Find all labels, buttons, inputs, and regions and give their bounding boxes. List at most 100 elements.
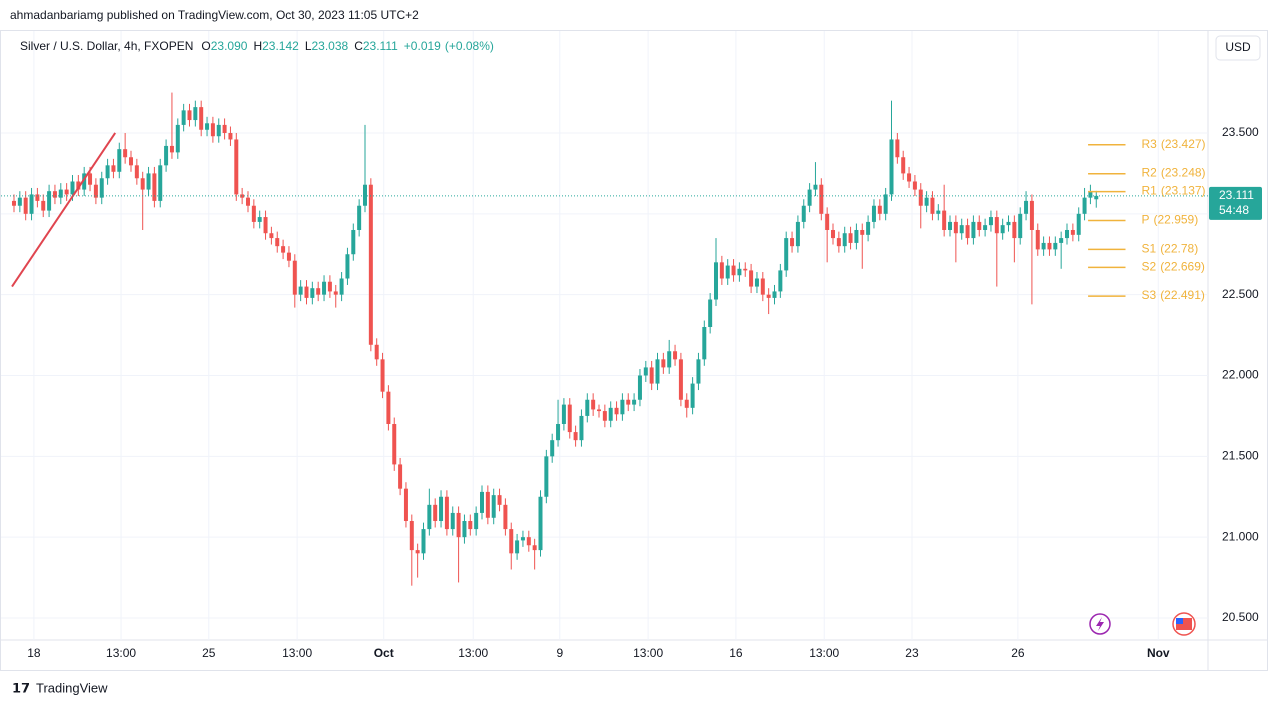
candle-body	[152, 173, 157, 201]
candle-body	[474, 512, 479, 530]
pivot-label: R1 (23.137)	[1142, 184, 1206, 198]
currency-button[interactable]	[1215, 35, 1261, 61]
candle-body	[567, 404, 572, 433]
candle-body	[403, 488, 408, 522]
candle-body	[275, 238, 280, 247]
candle-body	[661, 359, 666, 368]
candle-body	[778, 270, 783, 292]
currency[interactable]: USD	[1225, 40, 1251, 54]
candle-body	[690, 383, 695, 408]
candle-body	[637, 375, 642, 400]
pivot-name: S3	[1142, 288, 1157, 302]
candle-body	[1070, 229, 1075, 235]
pivot-name: R3	[1142, 137, 1158, 151]
candle-body	[485, 491, 490, 518]
pivot-name: R2	[1142, 166, 1158, 180]
candle-body	[380, 359, 385, 392]
candle-body	[263, 217, 268, 234]
candle-body	[585, 399, 590, 416]
legend-field-label: H	[253, 39, 262, 53]
candle-body	[1094, 195, 1099, 200]
candle-body	[836, 238, 841, 247]
legend-field-label: L	[305, 39, 312, 53]
candle-body	[959, 225, 964, 234]
legend-field-label: C	[354, 39, 363, 53]
x-tick-label: 13:00	[633, 646, 663, 660]
candle-body	[362, 184, 367, 206]
candle-body	[1065, 229, 1070, 239]
candle-body	[158, 165, 163, 201]
candle-body	[825, 213, 830, 230]
candle-body	[620, 399, 625, 415]
candle-body	[936, 210, 941, 214]
candle-body	[210, 123, 215, 137]
candle-body	[339, 278, 344, 295]
candle-body	[877, 205, 882, 214]
pivot-label: R3 (23.427)	[1142, 137, 1206, 151]
x-tick-label: 25	[202, 646, 216, 660]
pivot-label: S1 (22.78)	[1142, 242, 1199, 256]
candle-body	[386, 391, 391, 425]
candle-body	[64, 189, 69, 195]
candle-body	[497, 495, 502, 505]
candle-body	[520, 537, 525, 541]
candle-body	[228, 132, 233, 140]
symbol: Silver / U.S. Dollar, 4h, FXOPEN	[20, 39, 193, 53]
candle-body	[988, 217, 993, 226]
candle-body	[813, 184, 818, 190]
candle-body	[1024, 200, 1029, 214]
candle-body	[310, 288, 315, 298]
candle-body	[556, 424, 561, 441]
candle-body	[760, 278, 765, 295]
x-tick-label: 13:00	[809, 646, 839, 660]
candle-body	[842, 233, 847, 247]
candle-body	[105, 165, 110, 179]
candle-body	[649, 367, 654, 384]
candle-body	[427, 504, 432, 530]
candle-body	[1035, 229, 1040, 250]
candle-body	[743, 268, 748, 271]
chart-frame	[0, 30, 1268, 671]
candle-body	[678, 359, 683, 400]
candle-body	[643, 367, 648, 376]
candle-body	[1006, 221, 1011, 226]
candle-body	[544, 456, 549, 497]
candle-body	[1012, 221, 1017, 239]
candle-body	[632, 399, 637, 405]
candle-body	[123, 149, 128, 158]
candle-body	[848, 233, 853, 243]
pivot-name: R1	[1142, 184, 1158, 198]
candle-body	[23, 197, 28, 214]
candle-body	[222, 124, 227, 133]
candle-body	[234, 139, 239, 195]
candle-body	[667, 351, 672, 368]
x-tick-label: 23	[905, 646, 919, 660]
candle-body	[29, 194, 34, 214]
legend-field-label: O	[201, 39, 210, 53]
candle-body	[719, 262, 724, 279]
candle-body	[146, 173, 151, 190]
candle-body	[942, 210, 947, 230]
candle-body	[1018, 213, 1023, 239]
candle-body	[655, 359, 660, 384]
legend-field-value: 23.111	[363, 39, 398, 53]
candle-body	[181, 110, 186, 125]
y-tick-label: 22.500	[1222, 287, 1259, 301]
candle-body	[304, 286, 309, 298]
candle-body	[175, 124, 180, 153]
candle-body	[953, 221, 958, 234]
footer-brand: TradingView	[36, 680, 108, 695]
candle-body	[409, 521, 414, 551]
candle-body	[561, 404, 566, 425]
candle-body	[784, 238, 789, 271]
candle-body	[298, 286, 303, 295]
candle-body	[169, 145, 174, 153]
candle-body	[1000, 225, 1005, 234]
candle-body	[345, 254, 350, 279]
candle-body	[111, 165, 116, 172]
y-tick-label: 22.000	[1222, 368, 1259, 382]
candle-body	[579, 415, 584, 441]
candle-body	[801, 205, 806, 222]
candle-body	[216, 124, 221, 137]
legend-field-value: 23.090	[211, 39, 248, 53]
